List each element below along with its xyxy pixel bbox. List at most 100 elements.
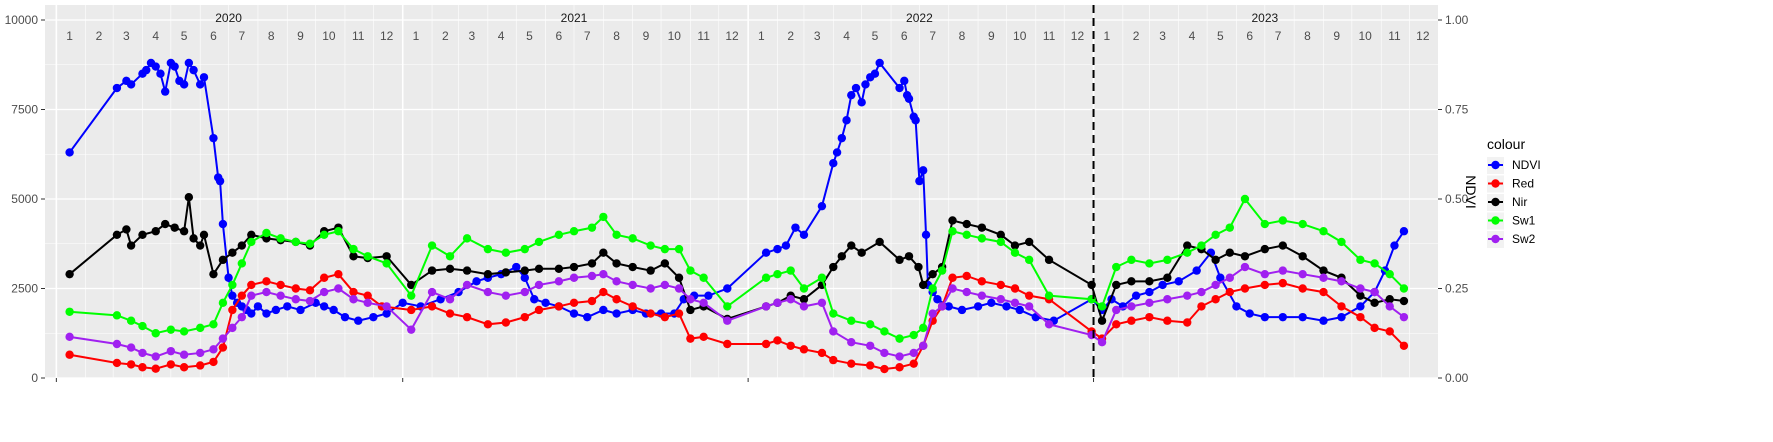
data-point-ndvi [944, 302, 953, 311]
data-point-nir [112, 230, 122, 239]
month-label: 12 [380, 29, 394, 43]
data-point-sw1 [895, 334, 904, 343]
month-label: 9 [1333, 29, 1340, 43]
data-point-sw1 [962, 230, 971, 239]
month-label: 9 [988, 29, 995, 43]
data-point-ndvi [170, 62, 179, 71]
data-point-ndvi [933, 295, 942, 304]
data-point-red [179, 363, 189, 372]
data-point-sw2 [612, 277, 621, 286]
series-line-ndvi [68, 60, 1405, 322]
data-point-nir [1044, 255, 1054, 265]
data-point-ndvi [253, 302, 263, 311]
month-label: 1 [66, 29, 73, 43]
data-point-sw1 [1112, 262, 1121, 272]
data-point-red [65, 350, 74, 359]
data-point-red [1385, 327, 1394, 336]
data-point-red [660, 312, 670, 322]
data-point-ndvi [184, 58, 194, 68]
month-label: 7 [238, 29, 245, 43]
data-point-sw1 [928, 284, 937, 293]
data-point-ndvi [541, 298, 550, 308]
data-point-nir [483, 269, 493, 279]
month-label: 3 [814, 29, 821, 43]
data-point-nir [799, 295, 809, 304]
data-point-ndvi [1216, 273, 1225, 282]
data-point-sw2 [382, 302, 391, 311]
data-point-ndvi [861, 80, 870, 89]
data-point-sw1 [686, 266, 695, 275]
data-point-sw1 [948, 227, 957, 236]
data-point-sw1 [179, 327, 189, 336]
data-point-red [723, 339, 732, 349]
data-point-sw1 [786, 266, 795, 275]
data-point-ndvi [1145, 287, 1154, 297]
data-point-nir [1356, 291, 1365, 300]
month-label: 8 [1304, 29, 1311, 43]
data-point-ndvi [520, 273, 529, 282]
data-point-ndvi [851, 83, 861, 93]
data-point-red [1225, 287, 1235, 297]
data-point-red [799, 345, 809, 354]
data-point-sw1 [699, 273, 708, 282]
month-label: 5 [1217, 29, 1224, 43]
data-point-sw2 [65, 332, 74, 342]
data-point-red [569, 298, 579, 308]
data-point-ndvi [271, 305, 281, 315]
data-point-nir [520, 266, 529, 275]
month-label: 8 [613, 29, 620, 43]
data-point-ndvi [817, 201, 827, 211]
data-point-red [305, 286, 315, 295]
data-point-red [276, 280, 285, 290]
data-point-red [1145, 312, 1154, 322]
data-point-nir [847, 241, 856, 250]
data-point-red [686, 334, 695, 343]
data-point-red [407, 305, 416, 315]
right-axis-tick-label: 1.00 [1445, 13, 1469, 27]
year-label: 2021 [561, 11, 588, 25]
data-point-red [218, 343, 228, 352]
data-point-red [534, 305, 544, 315]
right-axis-tick-label: 0.50 [1445, 192, 1469, 206]
data-point-sw2 [349, 295, 358, 304]
data-point-nir [427, 266, 437, 275]
month-label: 9 [643, 29, 650, 43]
data-point-ndvi [921, 230, 931, 239]
data-point-nir [914, 262, 923, 272]
left-axis-tick-label: 0 [31, 371, 38, 385]
data-point-nir [151, 227, 160, 236]
data-point-ndvi [704, 291, 713, 300]
data-point-sw2 [1278, 266, 1288, 275]
data-point-red [483, 320, 493, 329]
data-point-nir [237, 241, 247, 250]
data-point-sw1 [937, 266, 947, 275]
data-point-red [138, 363, 147, 372]
data-point-sw1 [1399, 284, 1409, 293]
data-point-red [262, 277, 271, 286]
data-point-sw1 [291, 237, 300, 247]
month-label: 3 [468, 29, 475, 43]
series-layer [65, 58, 1409, 374]
data-point-sw1 [534, 237, 544, 247]
data-point-red [126, 360, 136, 369]
series-nir [65, 193, 1409, 325]
major-gridlines [45, 5, 1438, 379]
data-point-red [166, 360, 176, 369]
data-point-ndvi [791, 223, 800, 232]
month-label: 7 [584, 29, 591, 43]
data-point-sw2 [112, 339, 122, 349]
data-point-red [646, 309, 655, 318]
data-point-ndvi [65, 148, 74, 157]
data-point-nir [179, 227, 189, 236]
data-point-sw2 [962, 287, 971, 297]
data-point-nir [1211, 255, 1220, 265]
month-label: 11 [697, 29, 710, 43]
data-point-nir [554, 264, 564, 274]
data-point-sw1 [1298, 219, 1307, 229]
month-label: 4 [498, 29, 505, 43]
data-point-ndvi [773, 244, 782, 254]
data-point-sw1 [218, 298, 228, 308]
data-point-nir [857, 248, 866, 257]
data-point-sw1 [1337, 237, 1346, 247]
data-point-nir [126, 241, 136, 250]
